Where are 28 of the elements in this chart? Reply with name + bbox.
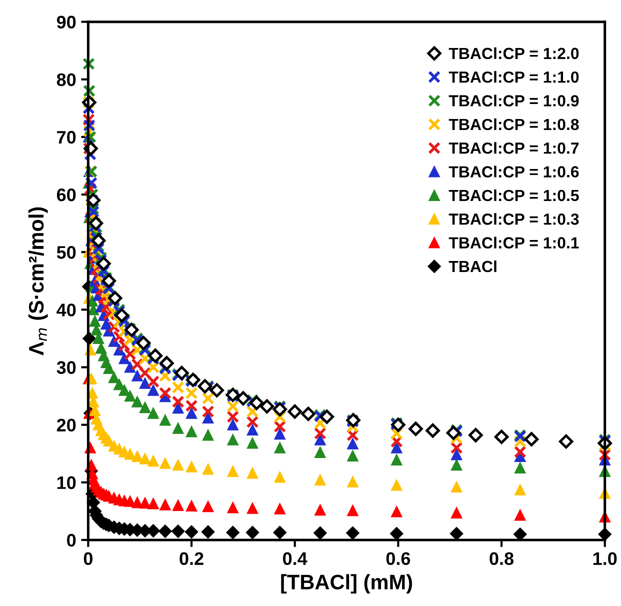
x-tick-label: 0.6	[386, 552, 410, 566]
legend-label: TBACl:CP = 1:0.7	[448, 142, 579, 154]
x-tick-label: 1.0	[593, 552, 617, 566]
legend-label: TBACl:CP = 1:0.5	[448, 189, 579, 202]
y-tick-label: 90	[56, 16, 76, 29]
legend-label: TBACl	[448, 260, 496, 272]
legend-label: TBACl:CP = 1:0.3	[448, 213, 579, 225]
legend-label: TBACl:CP = 1:0.6	[448, 166, 579, 178]
y-axis-title: Λ$_{m}$ (S·cm²/mol)	[28, 207, 48, 356]
y-tick-label: 80	[56, 73, 76, 86]
y-tick-label: 30	[56, 361, 76, 374]
y-tick-label: 40	[56, 304, 76, 316]
y-tick-label: 10	[57, 476, 76, 490]
x-tick-label: 0.4	[283, 552, 308, 566]
y-tick-label: 70	[57, 130, 76, 144]
legend-label: TBACl:CP = 1:0.9	[448, 94, 579, 106]
y-tick-label: 60	[56, 188, 76, 202]
y-tick-label: 20	[56, 418, 76, 432]
x-tick-label: 0.8	[490, 552, 514, 566]
legend-label: TBACl:CP = 1:2.0	[448, 47, 579, 60]
x-tick-label: 0	[84, 552, 92, 566]
legend-label: TBACl:CP = 1:1.0	[448, 71, 579, 83]
x-axis-title: [TBACl] (mM)	[281, 574, 412, 594]
legend-label: TBACl:CP = 1:0.8	[448, 118, 579, 130]
x-tick-label: 0.2	[180, 552, 204, 566]
legend-label: TBACl:CP = 1:0.1	[448, 236, 579, 248]
y-tick-label: 0	[67, 534, 76, 547]
y-tick-label: 50	[56, 246, 76, 259]
